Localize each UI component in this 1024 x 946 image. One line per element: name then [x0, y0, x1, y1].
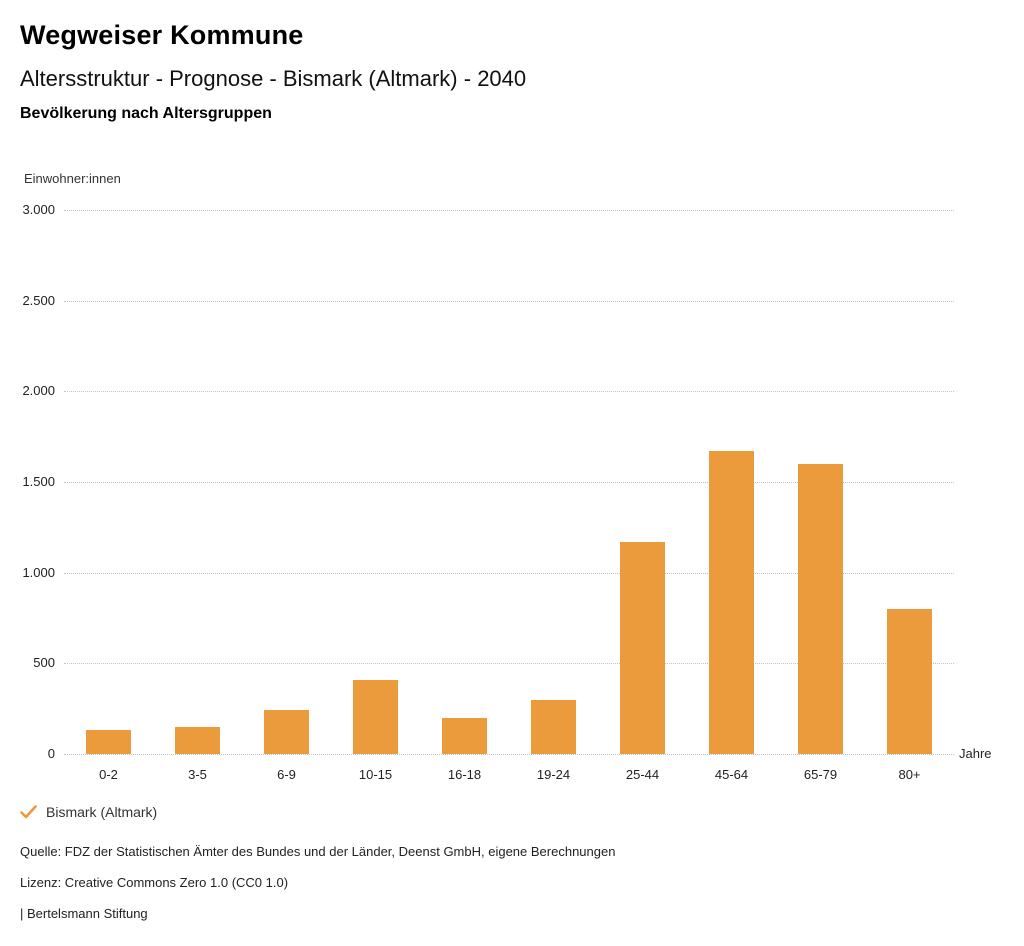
- bar-10-15[interactable]: [353, 679, 398, 754]
- y-tick-label: 1.000: [22, 564, 55, 580]
- x-tick-label: 80+: [898, 767, 921, 782]
- bar-45-64[interactable]: [709, 451, 754, 754]
- y-tick-label: 2.500: [22, 292, 55, 308]
- gridline-2000: [64, 391, 954, 393]
- x-tick-label: 6-9: [277, 767, 296, 782]
- y-tick-label: 0: [47, 746, 55, 761]
- x-tick-label: 10-15: [358, 767, 393, 782]
- x-tick-label: 16-18: [447, 767, 482, 782]
- bar-6-9[interactable]: [264, 710, 309, 754]
- x-tick-label: 0-2: [99, 767, 118, 782]
- gridline-1000: [64, 572, 954, 574]
- x-tick-label: 3-5: [188, 767, 207, 782]
- bar-3-5[interactable]: [175, 726, 220, 754]
- x-axis-title: Jahre: [959, 746, 992, 761]
- page-title: Altersstruktur - Prognose - Bismark (Alt…: [20, 66, 527, 91]
- legend-item-bismark[interactable]: Bismark (Altmark): [20, 803, 157, 821]
- source-note: Quelle: FDZ der Statistischen Ämter des …: [20, 844, 616, 859]
- y-tick-label: 1.500: [22, 474, 55, 489]
- y-tick-label: 2.000: [22, 383, 55, 399]
- y-tick-label: 3.000: [22, 202, 55, 217]
- x-tick-label: 25-44: [625, 767, 660, 782]
- check-icon: [20, 805, 37, 819]
- bar-0-2[interactable]: [86, 730, 131, 754]
- bar-65-79[interactable]: [798, 463, 843, 754]
- legend-label: Bismark (Altmark): [46, 804, 158, 820]
- x-tick-label: 65-79: [803, 767, 838, 782]
- gridline-3000: [64, 210, 954, 211]
- license-note: Lizenz: Creative Commons Zero 1.0 (CC0 1…: [20, 875, 289, 890]
- bar-80+[interactable]: [887, 608, 932, 754]
- bar-19-24[interactable]: [531, 699, 576, 754]
- x-tick-label: 45-64: [714, 767, 749, 782]
- attribution-note: | Bertelsmann Stiftung: [20, 906, 148, 921]
- gridline-0: [64, 754, 954, 755]
- y-axis-unit-label: Einwohner:innen: [24, 171, 121, 186]
- bar-25-44[interactable]: [620, 541, 665, 754]
- bar-16-18[interactable]: [442, 717, 487, 754]
- y-tick-label: 500: [33, 655, 55, 671]
- x-tick-label: 19-24: [536, 767, 571, 782]
- gridline-1500: [64, 482, 954, 483]
- gridline-500: [64, 663, 954, 665]
- gridline-2500: [64, 300, 954, 302]
- app-title: Wegweiser Kommune: [20, 20, 304, 50]
- chart-subtitle: Bevölkerung nach Altersgruppen: [20, 105, 272, 122]
